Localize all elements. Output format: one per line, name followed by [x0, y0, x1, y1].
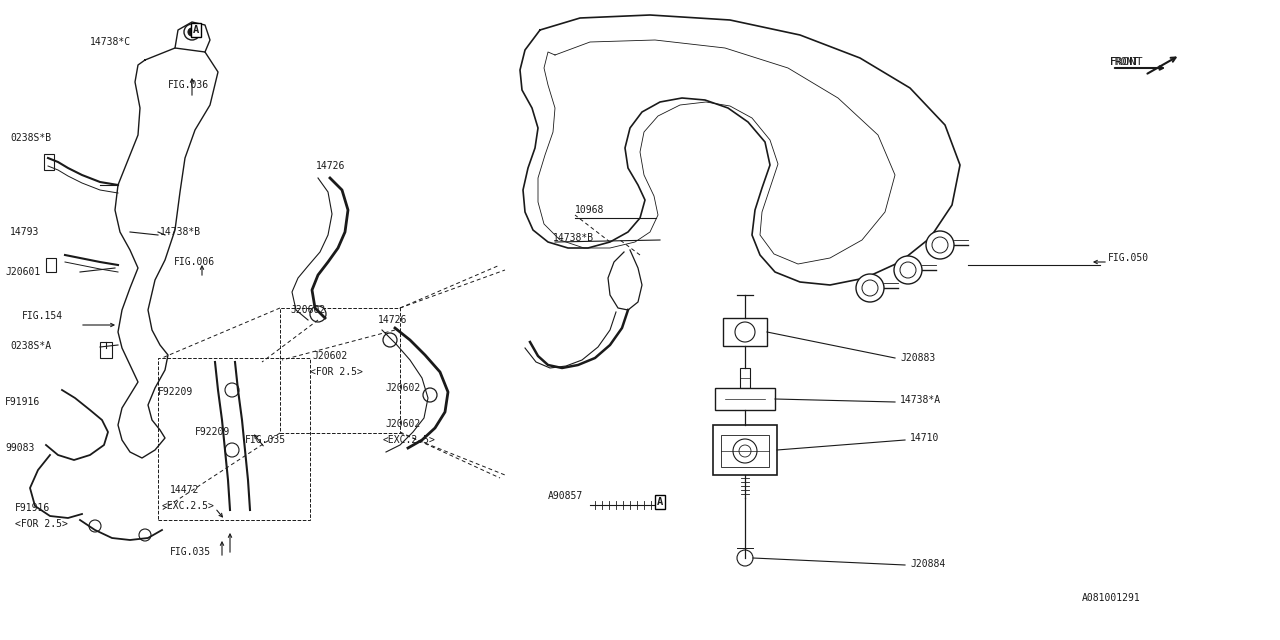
- Bar: [721, 435, 769, 467]
- Text: <FOR 2.5>: <FOR 2.5>: [310, 367, 362, 377]
- Text: F91916: F91916: [5, 397, 40, 407]
- Text: FIG.035: FIG.035: [170, 547, 211, 557]
- Text: J20601: J20601: [5, 267, 40, 277]
- Text: <EXC.2.5>: <EXC.2.5>: [383, 435, 436, 445]
- Bar: [723, 318, 767, 346]
- Text: 14738*C: 14738*C: [90, 37, 131, 47]
- Text: J20602: J20602: [385, 383, 420, 393]
- Circle shape: [90, 520, 101, 532]
- Circle shape: [900, 262, 916, 278]
- Text: 14726: 14726: [316, 161, 346, 171]
- Bar: [100, 342, 113, 358]
- Circle shape: [925, 231, 954, 259]
- Text: 14710: 14710: [910, 433, 940, 443]
- Text: 0238S*B: 0238S*B: [10, 133, 51, 143]
- Text: 14738*B: 14738*B: [553, 233, 594, 243]
- Text: 10968: 10968: [575, 205, 604, 215]
- Text: 14472: 14472: [170, 485, 200, 495]
- Text: FIG.006: FIG.006: [174, 257, 215, 267]
- Circle shape: [737, 550, 753, 566]
- Circle shape: [383, 333, 397, 347]
- Text: FIG.154: FIG.154: [22, 311, 63, 321]
- Text: 0238S*A: 0238S*A: [10, 341, 51, 351]
- Text: A: A: [193, 25, 200, 35]
- Text: J20602: J20602: [385, 419, 420, 429]
- Text: F92209: F92209: [157, 387, 193, 397]
- Bar: [740, 368, 750, 388]
- Text: 14793: 14793: [10, 227, 40, 237]
- Text: A: A: [657, 497, 663, 507]
- Text: FIG.050: FIG.050: [1108, 253, 1149, 263]
- Text: J20884: J20884: [910, 559, 945, 569]
- Text: A90857: A90857: [548, 491, 584, 501]
- Text: FIG.035: FIG.035: [244, 435, 287, 445]
- Circle shape: [188, 28, 196, 36]
- Bar: [44, 154, 54, 170]
- Circle shape: [184, 24, 200, 40]
- Bar: [46, 258, 56, 272]
- Bar: [716, 388, 774, 410]
- Text: F92209: F92209: [195, 427, 230, 437]
- Text: 99083: 99083: [5, 443, 35, 453]
- Text: <FOR 2.5>: <FOR 2.5>: [15, 519, 68, 529]
- Text: J20602: J20602: [312, 351, 347, 361]
- Text: J20883: J20883: [900, 353, 936, 363]
- Text: <EXC.2.5>: <EXC.2.5>: [163, 501, 215, 511]
- Polygon shape: [608, 250, 643, 310]
- Circle shape: [225, 383, 239, 397]
- Bar: [157, 358, 310, 520]
- Text: FIG.036: FIG.036: [168, 80, 209, 90]
- Bar: [713, 425, 777, 475]
- Circle shape: [140, 529, 151, 541]
- Circle shape: [225, 443, 239, 457]
- Polygon shape: [520, 15, 960, 285]
- Text: J20602: J20602: [291, 305, 325, 315]
- Circle shape: [735, 322, 755, 342]
- Text: A081001291: A081001291: [1082, 593, 1140, 603]
- Circle shape: [893, 256, 922, 284]
- Circle shape: [310, 306, 326, 322]
- Circle shape: [739, 445, 751, 457]
- Circle shape: [932, 237, 948, 253]
- Text: 14726: 14726: [378, 315, 407, 325]
- Circle shape: [422, 388, 436, 402]
- Text: 14738*A: 14738*A: [900, 395, 941, 405]
- Text: FRONT: FRONT: [1110, 57, 1139, 67]
- Text: FRONT: FRONT: [1110, 57, 1144, 67]
- Text: F91916: F91916: [15, 503, 50, 513]
- Text: 14738*B: 14738*B: [160, 227, 201, 237]
- Bar: [280, 308, 399, 433]
- Circle shape: [861, 280, 878, 296]
- Circle shape: [733, 439, 756, 463]
- Circle shape: [856, 274, 884, 302]
